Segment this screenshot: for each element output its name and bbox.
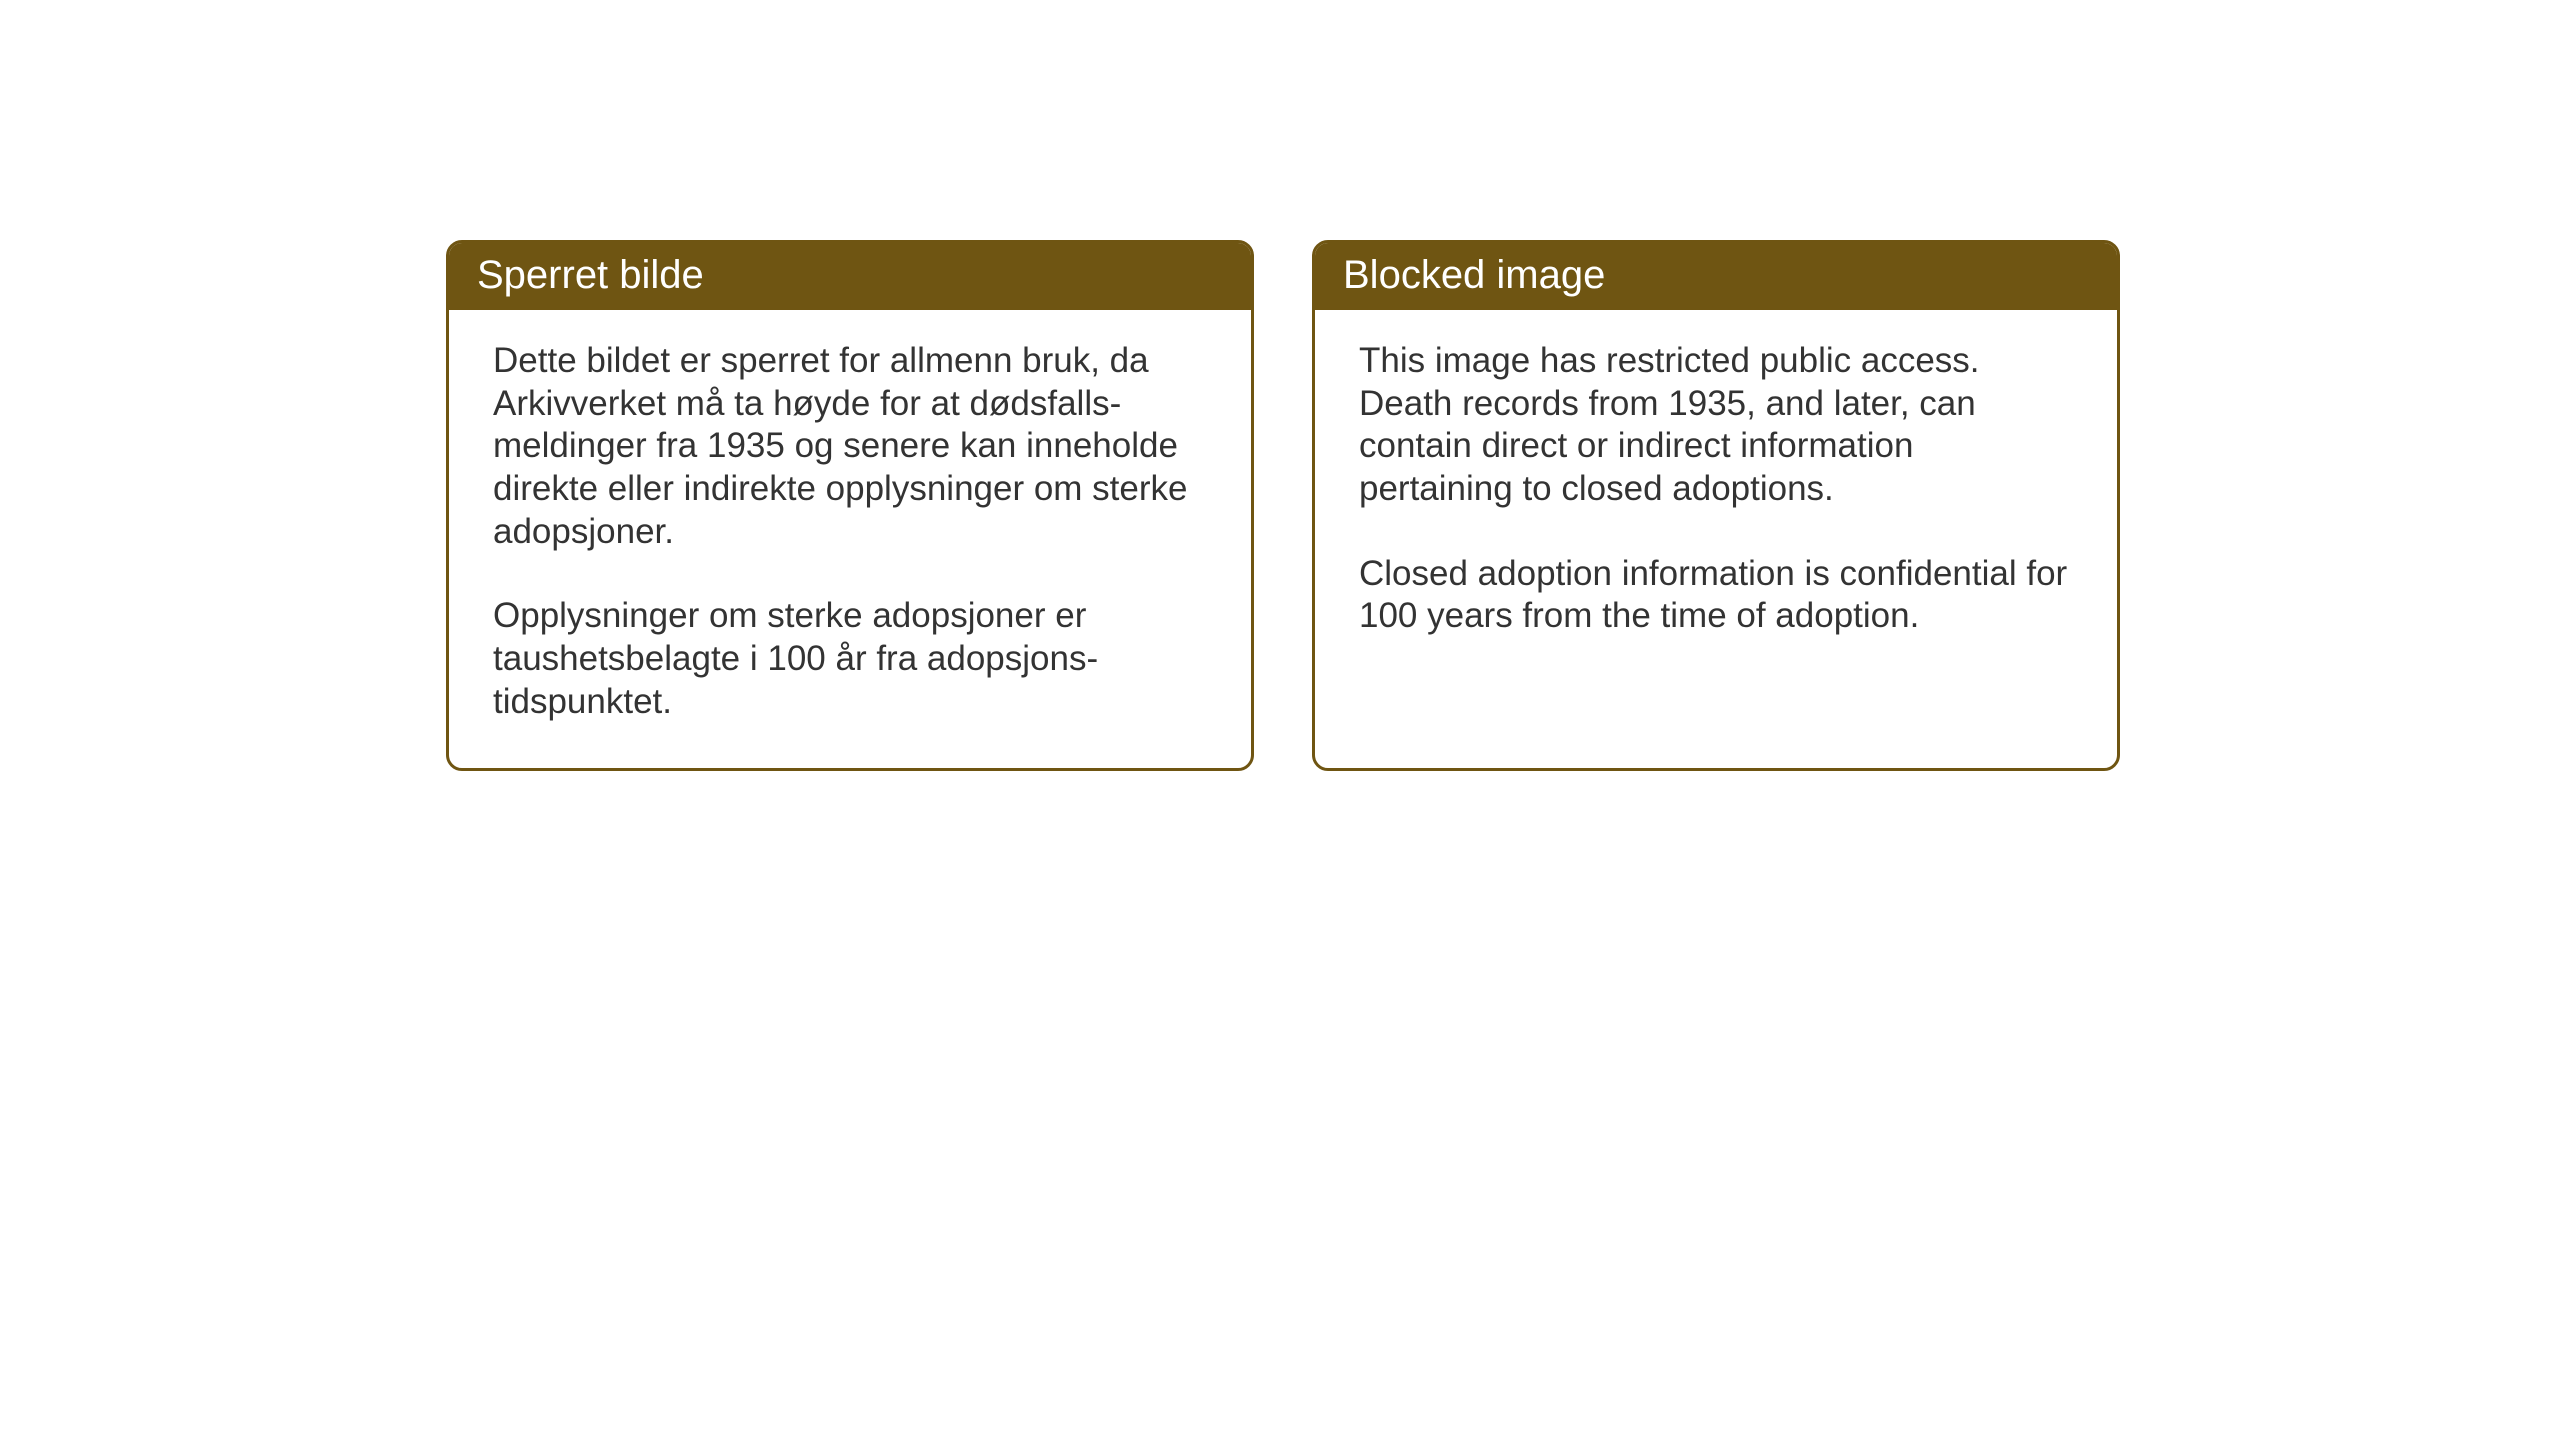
card-paragraph-norwegian-2: Opplysninger om sterke adopsjoner er tau… <box>493 595 1207 723</box>
card-body-norwegian: Dette bildet er sperret for allmenn bruk… <box>449 310 1251 768</box>
card-paragraph-norwegian-1: Dette bildet er sperret for allmenn bruk… <box>493 340 1207 553</box>
card-paragraph-english-1: This image has restricted public access.… <box>1359 340 2073 511</box>
card-paragraph-english-2: Closed adoption information is confident… <box>1359 553 2073 638</box>
card-title-english: Blocked image <box>1343 253 1605 297</box>
card-title-norwegian: Sperret bilde <box>477 253 704 297</box>
card-header-english: Blocked image <box>1315 243 2117 310</box>
notice-card-english: Blocked image This image has restricted … <box>1312 240 2120 771</box>
notice-card-norwegian: Sperret bilde Dette bildet er sperret fo… <box>446 240 1254 771</box>
card-header-norwegian: Sperret bilde <box>449 243 1251 310</box>
notice-container: Sperret bilde Dette bildet er sperret fo… <box>446 240 2120 771</box>
card-body-english: This image has restricted public access.… <box>1315 310 2117 682</box>
